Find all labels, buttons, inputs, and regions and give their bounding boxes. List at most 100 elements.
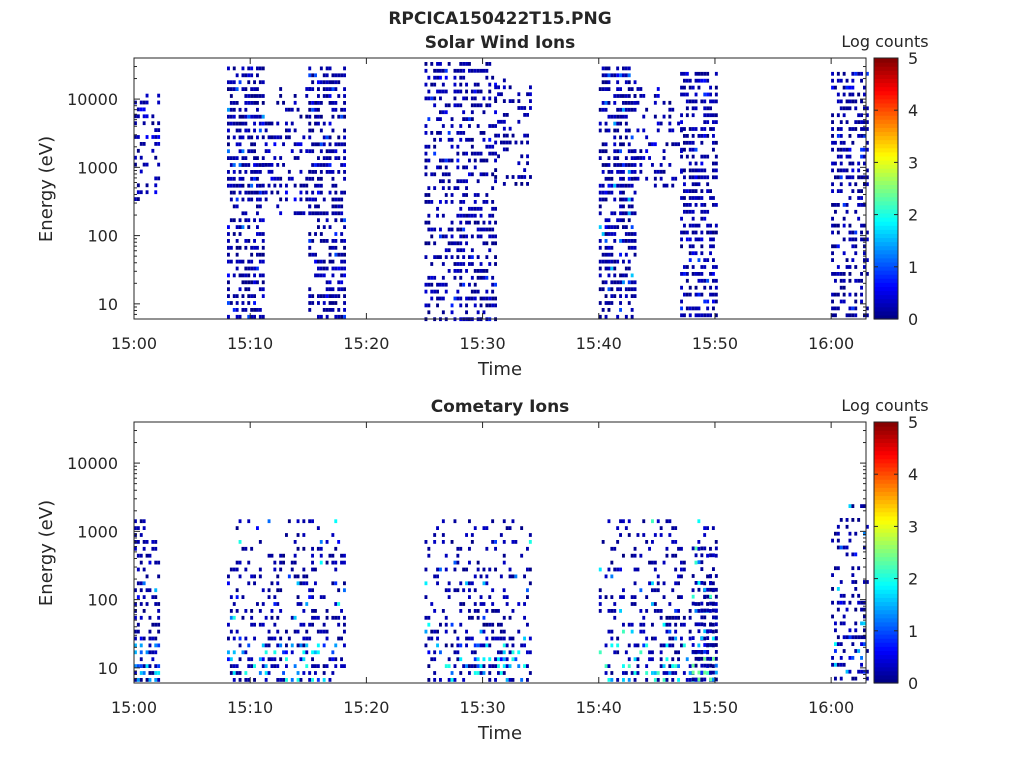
spectrogram-cell	[229, 94, 233, 98]
spectrogram-cell	[241, 259, 245, 264]
spectrogram-cell	[279, 560, 283, 565]
spectrogram-cell	[691, 574, 695, 578]
spectrogram-cell	[436, 255, 439, 259]
spectrogram-cell	[714, 629, 718, 634]
spectrogram-cell	[488, 296, 492, 301]
spectrogram-cell	[142, 546, 146, 551]
spectrogram-cell	[854, 71, 858, 76]
colorbar-title: Log counts	[841, 32, 928, 51]
spectrogram-cell	[459, 103, 463, 108]
spectrogram-cell	[476, 103, 480, 108]
spectrogram-cell	[598, 266, 602, 271]
spectrogram-cell	[308, 114, 312, 119]
spectrogram-cell	[462, 179, 466, 184]
spectrogram-cell	[227, 650, 230, 655]
spectrogram-cell	[456, 144, 460, 149]
spectrogram-cell	[479, 234, 483, 239]
spectrogram-cell	[328, 252, 332, 257]
spectrogram-cell	[343, 87, 346, 91]
spectrogram-cell	[694, 677, 698, 682]
spectrogram-cell	[311, 101, 315, 105]
spectrogram-cell	[491, 303, 495, 308]
spectrogram-cell	[712, 203, 715, 207]
spectrogram-cell	[311, 560, 314, 565]
spectrogram-cell	[261, 245, 265, 250]
spectrogram-cell	[433, 82, 437, 87]
spectrogram-cell	[453, 89, 457, 94]
spectrogram-cell	[136, 190, 140, 195]
spectrogram-cell	[836, 566, 840, 571]
spectrogram-cell	[453, 560, 457, 565]
spectrogram-cell	[459, 220, 463, 225]
spectrogram-cell	[328, 280, 332, 285]
spectrogram-cell	[630, 308, 634, 312]
spectrogram-cell	[276, 602, 280, 606]
spectrogram-cell	[229, 176, 233, 181]
spectrogram-cell	[697, 629, 701, 634]
spectrogram-cell	[436, 636, 439, 641]
spectrogram-cell	[842, 600, 846, 605]
spectrogram-cell	[293, 156, 297, 160]
spectrogram-cell	[485, 303, 489, 308]
spectrogram-cell	[319, 142, 323, 147]
spectrogram-cell	[476, 609, 480, 613]
spectrogram-cell	[232, 176, 236, 181]
spectrogram-cell	[227, 176, 230, 181]
spectrogram-cell	[302, 546, 306, 551]
spectrogram-cell	[848, 600, 852, 605]
spectrogram-cell	[662, 100, 666, 105]
colorbar-segment	[874, 507, 898, 513]
spectrogram-cell	[279, 643, 283, 648]
spectrogram-cell	[343, 259, 346, 264]
spectrogram-cell	[630, 553, 634, 558]
spectrogram-cell	[636, 664, 640, 668]
spectrogram-cell	[465, 117, 468, 121]
spectrogram-cell	[302, 211, 306, 216]
spectrogram-cell	[604, 149, 608, 154]
spectrogram-cell	[662, 664, 666, 668]
spectrogram-cell	[331, 657, 335, 662]
spectrogram-cell	[453, 678, 457, 682]
spectrogram-cell	[700, 244, 704, 249]
spectrogram-cell	[235, 101, 239, 105]
spectrogram-cell	[642, 622, 646, 627]
spectrogram-cell	[714, 656, 718, 661]
spectrogram-cell	[712, 670, 715, 675]
spectrogram-cell	[839, 161, 843, 166]
spectrogram-cell	[322, 135, 326, 140]
spectrogram-cell	[703, 587, 707, 592]
spectrogram-cell	[636, 87, 640, 91]
spectrogram-cell	[517, 161, 521, 166]
spectrogram-cell	[627, 232, 631, 236]
spectrogram-cell	[836, 538, 840, 543]
spectrogram-cell	[700, 216, 704, 221]
spectrogram-cell	[865, 258, 869, 262]
spectrogram-cell	[645, 540, 649, 544]
spectrogram-cell	[613, 266, 617, 271]
spectrogram-cell	[624, 183, 628, 188]
spectrogram-cell	[831, 189, 834, 193]
spectrogram-cell	[610, 574, 614, 579]
spectrogram-cell	[482, 137, 486, 142]
spectrogram-cell	[436, 62, 439, 66]
spectrogram-cell	[261, 252, 265, 257]
spectrogram-cell	[319, 239, 323, 243]
spectrogram-cell	[273, 176, 277, 181]
spectrogram-cell	[848, 313, 852, 318]
spectrogram-cell	[314, 121, 317, 126]
spectrogram-cell	[633, 190, 637, 195]
spectrogram-cell	[703, 106, 707, 111]
spectrogram-cell	[340, 142, 344, 147]
spectrogram-cell	[604, 595, 608, 599]
colorbar-segment	[874, 475, 898, 480]
spectrogram-cell	[857, 593, 861, 598]
spectrogram-cell	[148, 664, 152, 668]
spectrogram-cell	[287, 128, 291, 133]
spectrogram-cell	[636, 100, 640, 105]
spectrogram-cell	[157, 609, 161, 613]
spectrogram-cell	[293, 540, 297, 544]
spectrogram-cell	[682, 622, 686, 627]
spectrogram-cell	[622, 595, 625, 599]
spectrogram-cell	[317, 121, 320, 126]
spectrogram-cell	[508, 574, 512, 579]
